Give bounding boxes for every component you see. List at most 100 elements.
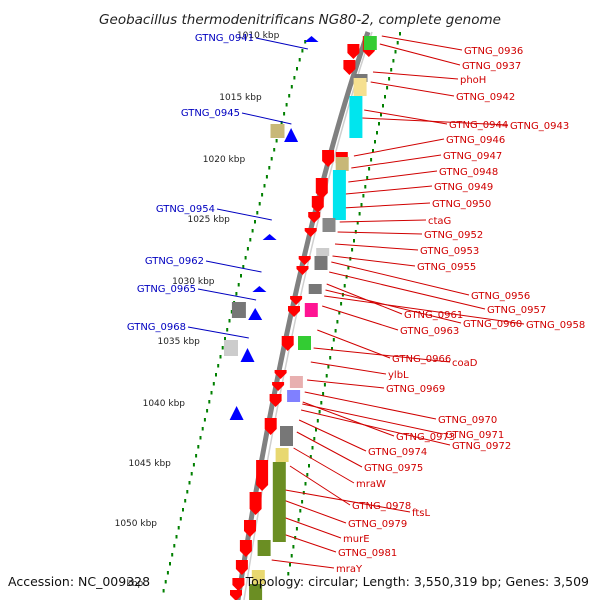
guide-dot <box>304 482 307 486</box>
guide-dot <box>334 329 337 333</box>
leader-line <box>322 305 399 331</box>
gene-label-reverse: GTNG_0971 <box>445 430 504 441</box>
axis-dot <box>201 427 204 431</box>
leader-line <box>187 326 249 339</box>
gene-label-reverse: GTNG_0974 <box>368 447 427 458</box>
gene-label-reverse: GTNG_0972 <box>452 441 511 452</box>
axis-dot <box>215 373 217 377</box>
axis-dot <box>173 544 176 548</box>
axis-dot <box>212 382 215 386</box>
guide-dot <box>322 392 325 396</box>
gene-box <box>251 570 265 584</box>
leader-line <box>351 154 442 169</box>
leader-line <box>300 409 451 446</box>
axis-dot <box>270 157 273 161</box>
axis-dot <box>293 76 296 80</box>
leader-line <box>296 431 363 468</box>
gene-label-reverse: mraY <box>336 564 363 575</box>
kbp-tick-label: kbp <box>127 579 144 589</box>
kbp-tick-label: 1020 kbp <box>203 155 246 165</box>
gene-label-forward: GTNG_0941 <box>195 33 254 44</box>
leader-line <box>307 379 385 389</box>
accession-text: Accession: NC_009328 <box>8 574 150 589</box>
map-title: Geobacillus thermodenitrificans NG80-2, … <box>99 12 501 28</box>
axis-dot <box>199 436 202 440</box>
gene-labels: GTNG_0941 GTNG_0945 GTNG_0954 GTNG_0962 GTNG… <box>127 33 585 575</box>
guide-dot <box>368 167 371 171</box>
axis-dot <box>224 337 226 341</box>
leader-line <box>271 559 335 569</box>
axis-dot <box>258 202 261 206</box>
axis-dot <box>195 454 198 458</box>
axis-dot <box>244 256 247 260</box>
gene-box <box>275 448 289 462</box>
gene-label-reverse: GTNG_0963 <box>400 326 459 337</box>
gene-label-reverse: GTNG_0942 <box>456 92 515 103</box>
gene-forward-arrow <box>248 308 263 320</box>
axis-dot <box>285 103 288 107</box>
axis-dot <box>171 553 174 557</box>
gene-box <box>287 390 301 402</box>
gene-box <box>257 540 271 556</box>
gene-box <box>335 157 349 171</box>
guide-dot <box>372 149 374 153</box>
axis-dot <box>240 274 242 278</box>
axis-dot <box>166 571 169 575</box>
guide-dot <box>292 545 295 549</box>
guide-dot <box>336 320 339 324</box>
leader-line <box>348 170 438 183</box>
kbp-tick-labels: 1010 kbp 1015 kbp 1020 kbp 1025 kbp 1030 kbp… <box>115 31 280 589</box>
axis-dot <box>261 193 264 197</box>
gene-box <box>308 284 322 294</box>
guide-dot <box>315 428 317 432</box>
leader-line <box>379 43 461 66</box>
guide-dot <box>297 518 300 522</box>
gene-forward-arrow <box>229 406 244 420</box>
kbp-tick-label: 1010 kbp <box>237 31 280 41</box>
kbp-dotted-axis <box>162 40 307 593</box>
gene-label-reverse: GTNG_0960 <box>463 319 522 330</box>
gene-label-reverse: GTNG_0975 <box>364 463 423 474</box>
axis-dot <box>268 166 271 170</box>
gene-label-forward: GTNG_0968 <box>127 322 186 333</box>
guide-dot <box>388 77 391 81</box>
guide-dot <box>327 365 330 369</box>
leader-line <box>310 361 387 375</box>
gene-box <box>224 340 238 356</box>
guide-dot <box>380 113 382 117</box>
leader-line <box>298 419 367 452</box>
axis-dot <box>197 445 200 449</box>
gene-reverse-arrow <box>296 266 309 275</box>
axis-dot <box>263 184 266 188</box>
gene-label-forward: GTNG_0965 <box>137 284 196 295</box>
kbp-tick-label: 1035 kbp <box>157 337 200 347</box>
guide-dot <box>370 158 373 162</box>
leader-line <box>334 243 419 251</box>
gene-label-reverse: phoH <box>460 75 486 86</box>
gene-reverse-arrow <box>322 150 335 167</box>
gene-box <box>353 78 367 96</box>
axis-dot <box>210 391 213 395</box>
gene-label-reverse: GTNG_0978 <box>352 501 411 512</box>
leader-line <box>370 81 455 97</box>
gene-label-reverse: GTNG_0955 <box>417 262 476 273</box>
axis-dot <box>254 220 256 224</box>
gene-label-reverse: GTNG_0966 <box>392 354 451 365</box>
leader-line <box>362 117 509 126</box>
gene-reverse-arrow <box>298 256 311 265</box>
leader-line <box>345 185 433 195</box>
axis-dot <box>242 265 245 269</box>
gene-label-reverse: GTNG_0936 <box>464 46 523 57</box>
leader-line <box>293 447 355 484</box>
gene-reverse-arrow <box>272 382 285 391</box>
guide-dot <box>351 248 354 252</box>
leader-line <box>197 288 257 301</box>
guide-dot <box>364 185 367 189</box>
gene-box <box>304 303 318 317</box>
guide-dot <box>329 356 332 360</box>
guide-dot <box>289 563 291 567</box>
guide-dot <box>331 347 333 351</box>
axis-dot <box>226 328 229 332</box>
gene-label-reverse: GTNG_0947 <box>443 151 502 162</box>
